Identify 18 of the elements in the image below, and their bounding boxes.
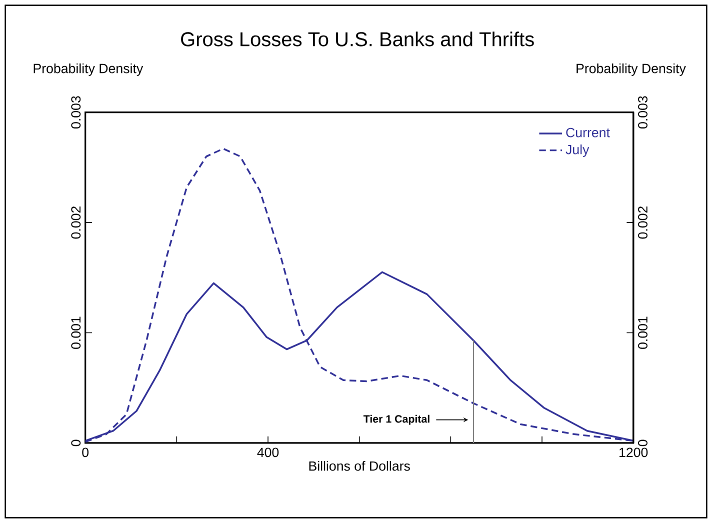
y2-tick-label: 0.002 [638, 206, 648, 239]
y2-axis-title: Probability Density [576, 63, 686, 76]
x-tick-label: 400 [257, 448, 279, 458]
legend-label: Current [566, 128, 610, 138]
y-tick-label: 0.001 [71, 316, 81, 349]
y2-tick-label: 0 [638, 440, 648, 446]
x-tick-label: 0 [82, 448, 89, 458]
legend-label: July [566, 144, 590, 157]
y-tick-label: 0 [71, 440, 81, 446]
ref-line-label: Tier 1 Capital [363, 414, 430, 425]
y2-tick-label: 0.001 [638, 316, 648, 349]
y-tick-label: 0.003 [71, 96, 81, 128]
chart-title: Gross Losses To U.S. Banks and Thrifts [181, 32, 534, 46]
x-axis-title: Billions of Dollars [309, 460, 410, 471]
y-axis-title: Probability Density [34, 63, 144, 76]
x-tick-label: 1200 [620, 448, 648, 458]
y-tick-label: 0.002 [71, 206, 81, 239]
y2-tick-label: 0.003 [638, 96, 648, 128]
